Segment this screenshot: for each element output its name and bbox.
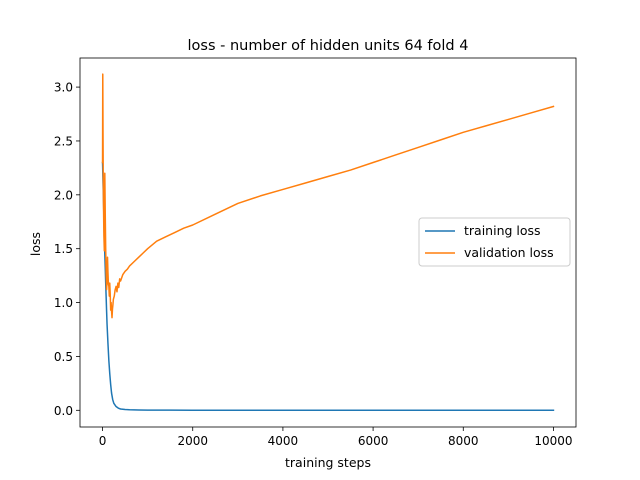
chart-title: loss - number of hidden units 64 fold 4 [188,38,469,54]
series-line-training-loss [101,161,555,411]
y-tick-label: 3.0 [54,81,73,95]
y-tick-label: 0.5 [54,350,73,364]
x-tick-label: 8000 [448,434,479,448]
x-axis-label: training steps [285,455,371,470]
plot-frame [79,57,577,428]
x-tick-label: 6000 [358,434,389,448]
y-tick-label: 1.5 [54,242,73,256]
axes: 0 2000 4000 6000 8000 10000 0.0 0.5 1.0 1.5 2.0 2.5… [54,57,577,448]
y-axis-label: loss [28,232,43,256]
y-tick-label: 2.5 [54,134,73,148]
y-tick-label: 0.0 [54,404,73,418]
series-line-validation-loss [101,73,555,319]
legend-frame [418,217,571,267]
y-tick-label: 1.0 [54,296,73,310]
legend: training loss validation loss [418,217,571,267]
x-tick-label: 10000 [534,434,572,448]
legend-label-validation-loss: validation loss [464,245,554,260]
legend-label-training-loss: training loss [464,223,541,238]
x-tick-label: 0 [99,434,107,448]
x-tick-label: 4000 [268,434,299,448]
x-tick-label: 2000 [177,434,208,448]
y-tick-label: 2.0 [54,188,73,202]
